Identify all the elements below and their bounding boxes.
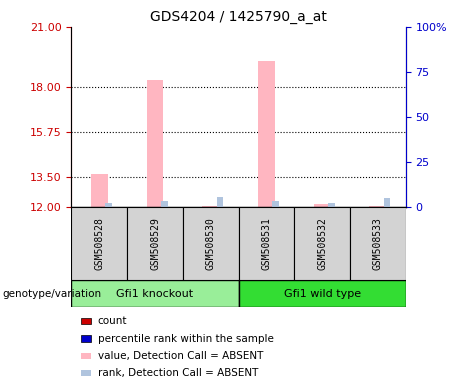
Text: GSM508529: GSM508529	[150, 217, 160, 270]
Bar	[314, 204, 331, 207]
Bar	[217, 197, 223, 207]
Text: value, Detection Call = ABSENT: value, Detection Call = ABSENT	[98, 351, 263, 361]
Bar	[71, 207, 127, 280]
Text: GSM508530: GSM508530	[206, 217, 216, 270]
Bar	[127, 207, 183, 280]
Bar	[161, 201, 167, 207]
Text: count: count	[98, 316, 127, 326]
Bar	[71, 280, 239, 307]
Bar	[294, 207, 350, 280]
Bar	[272, 201, 279, 207]
Bar	[183, 207, 238, 280]
Text: rank, Detection Call = ABSENT: rank, Detection Call = ABSENT	[98, 368, 258, 378]
Bar	[350, 207, 406, 280]
Text: GSM508528: GSM508528	[95, 217, 104, 270]
Bar	[328, 203, 335, 207]
Bar	[238, 280, 406, 307]
Bar	[91, 174, 108, 207]
Bar	[258, 61, 275, 207]
Text: GSM508531: GSM508531	[261, 217, 272, 270]
Text: percentile rank within the sample: percentile rank within the sample	[98, 334, 274, 344]
Bar	[147, 80, 163, 207]
Bar	[202, 206, 219, 207]
Bar	[105, 203, 112, 207]
Text: GSM508533: GSM508533	[373, 217, 383, 270]
Title: GDS4204 / 1425790_a_at: GDS4204 / 1425790_a_at	[150, 10, 327, 25]
Bar	[238, 207, 294, 280]
Text: genotype/variation: genotype/variation	[2, 289, 101, 299]
Bar	[384, 199, 390, 207]
Text: GSM508532: GSM508532	[317, 217, 327, 270]
Bar	[369, 206, 386, 207]
Text: Gfi1 wild type: Gfi1 wild type	[284, 289, 361, 299]
Text: Gfi1 knockout: Gfi1 knockout	[117, 289, 194, 299]
